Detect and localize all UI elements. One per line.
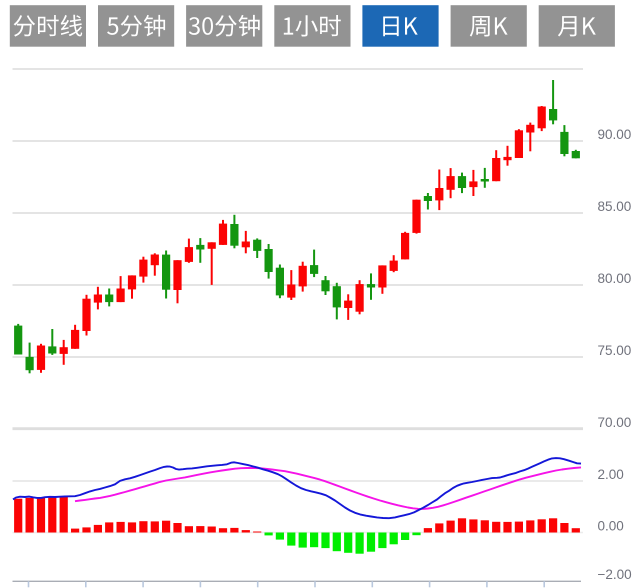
svg-text:2.00: 2.00 [598, 467, 624, 482]
svg-text:−2.00: −2.00 [598, 567, 632, 582]
svg-text:90.00: 90.00 [598, 127, 632, 142]
svg-text:75.00: 75.00 [598, 343, 632, 358]
svg-text:85.00: 85.00 [598, 199, 632, 214]
svg-text:80.00: 80.00 [598, 271, 632, 286]
svg-text:0.00: 0.00 [598, 519, 624, 534]
svg-text:70.00: 70.00 [598, 415, 632, 430]
